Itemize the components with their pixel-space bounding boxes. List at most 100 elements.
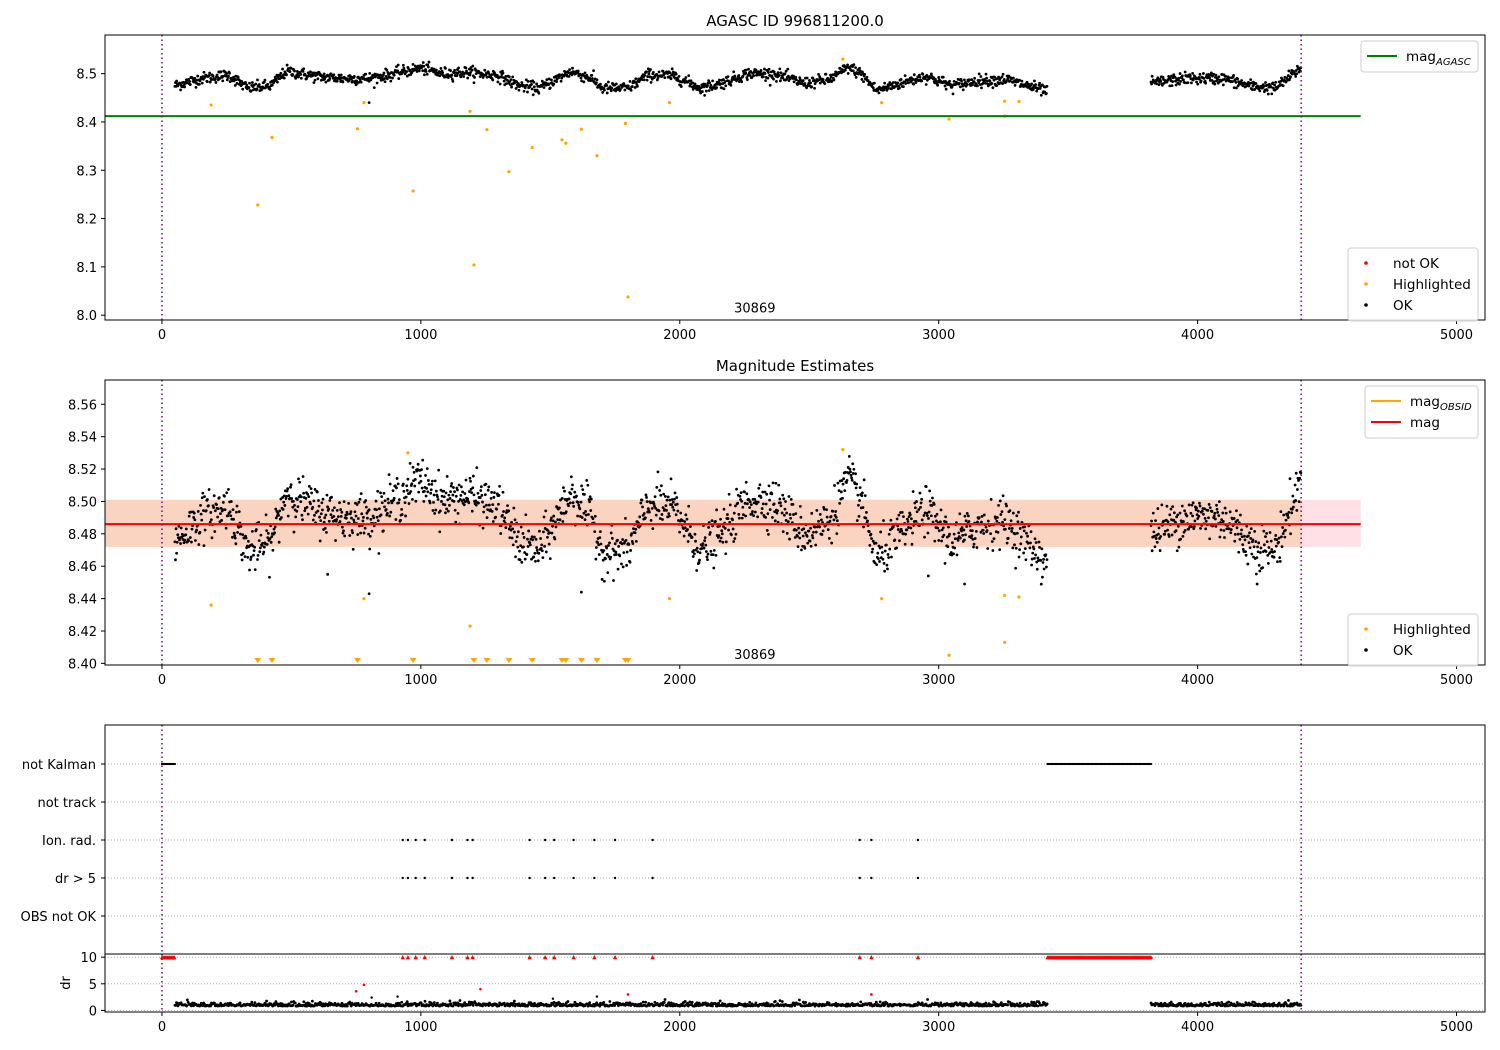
- ok-point: [423, 999, 427, 1003]
- ok-point: [662, 492, 666, 496]
- ok-point: [905, 528, 909, 532]
- ok-point: [189, 510, 193, 514]
- ok-point: [221, 79, 225, 83]
- ok-point: [280, 516, 283, 519]
- ok-point: [1240, 79, 1243, 82]
- ok-point: [670, 503, 674, 507]
- ok-point: [778, 999, 782, 1003]
- legend-label: OK: [1393, 643, 1414, 659]
- ok-point: [552, 1001, 556, 1004]
- ok-point: [468, 73, 472, 77]
- ok-point: [1253, 529, 1257, 533]
- ok-point: [522, 89, 526, 93]
- ok-point: [1276, 560, 1279, 564]
- ok-point: [302, 67, 306, 71]
- ok-point: [1151, 511, 1155, 515]
- ok-point: [661, 506, 665, 510]
- ok-point: [1208, 506, 1212, 510]
- y-tick-label: 8.54: [68, 431, 97, 446]
- ok-point: [813, 82, 817, 86]
- ok-point: [1208, 76, 1212, 80]
- ok-point: [432, 1001, 436, 1004]
- ok-point: [1284, 80, 1288, 84]
- ok-point: [188, 80, 192, 83]
- ok-point: [1291, 494, 1295, 498]
- ok-point: [417, 481, 421, 485]
- ok-point: [1155, 82, 1159, 86]
- ok-point: [890, 555, 893, 559]
- ok-point: [884, 543, 888, 547]
- ok-point: [272, 527, 276, 531]
- highlighted-point: [880, 101, 884, 105]
- ok-point: [778, 79, 782, 83]
- ok-point: [550, 78, 553, 82]
- ok-point: [587, 513, 590, 516]
- ok-point: [1270, 92, 1274, 96]
- ok-point: [1244, 553, 1248, 557]
- ok-point: [781, 493, 785, 497]
- ok-point: [459, 493, 463, 497]
- ok-point: [767, 67, 771, 71]
- ok-point: [1172, 518, 1176, 522]
- ok-point: [779, 504, 783, 508]
- ok-point: [385, 512, 389, 515]
- ok-point: [342, 529, 345, 533]
- flag-point: [466, 876, 469, 880]
- ok-point: [1174, 83, 1178, 87]
- ok-point: [728, 503, 732, 507]
- ok-point: [1247, 541, 1251, 545]
- ok-point: [456, 488, 459, 492]
- ok-point: [422, 64, 426, 68]
- ok-point: [254, 82, 258, 86]
- ok-point: [1190, 81, 1193, 85]
- ok-point: [1223, 77, 1226, 81]
- ok-point: [245, 83, 249, 87]
- ok-point: [682, 534, 686, 538]
- ok-point: [584, 513, 588, 517]
- ok-point: [1044, 553, 1048, 557]
- ok-point: [726, 75, 730, 79]
- ok-point: [906, 517, 909, 521]
- highlighted-point: [507, 170, 511, 174]
- ok-point: [1159, 79, 1163, 83]
- ok-point: [960, 79, 963, 83]
- ok-point: [278, 509, 282, 513]
- ok-point: [256, 553, 260, 557]
- ok-point: [617, 545, 621, 548]
- ok-point: [821, 78, 825, 82]
- flag-point: [401, 876, 404, 880]
- ok-point: [862, 80, 865, 84]
- ok-point: [895, 517, 899, 521]
- ok-point: [239, 525, 243, 528]
- ok-point: [654, 513, 658, 517]
- ok-point: [273, 525, 277, 529]
- ok-point: [763, 490, 767, 494]
- ok-point: [902, 85, 905, 89]
- ok-point: [273, 531, 276, 535]
- ok-point: [951, 541, 954, 545]
- ok-point: [515, 535, 519, 539]
- ok-point: [303, 509, 307, 513]
- ok-point: [1019, 542, 1023, 546]
- ok-point: [1008, 509, 1012, 513]
- ok-point: [424, 474, 427, 477]
- ok-point: [437, 468, 441, 472]
- ok-point: [630, 85, 634, 88]
- ok-point: [453, 508, 457, 512]
- ok-point: [723, 80, 727, 83]
- ok-point: [404, 495, 408, 499]
- ok-point: [636, 84, 639, 88]
- ok-point: [763, 67, 766, 71]
- ok-point: [1185, 514, 1189, 518]
- ok-point: [977, 516, 981, 520]
- ok-point: [307, 484, 311, 488]
- ok-point: [483, 68, 487, 72]
- ok-point: [434, 489, 438, 493]
- ok-point: [1170, 533, 1174, 537]
- ok-point: [241, 87, 245, 91]
- ok-point: [1183, 529, 1187, 532]
- ok-point: [937, 529, 941, 533]
- ok-point: [326, 572, 330, 576]
- ok-point: [192, 516, 196, 519]
- ok-point: [952, 79, 956, 83]
